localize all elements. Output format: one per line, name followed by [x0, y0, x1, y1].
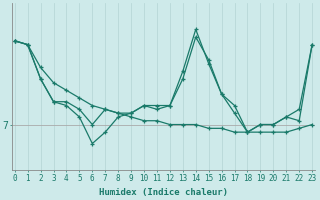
X-axis label: Humidex (Indice chaleur): Humidex (Indice chaleur): [99, 188, 228, 197]
